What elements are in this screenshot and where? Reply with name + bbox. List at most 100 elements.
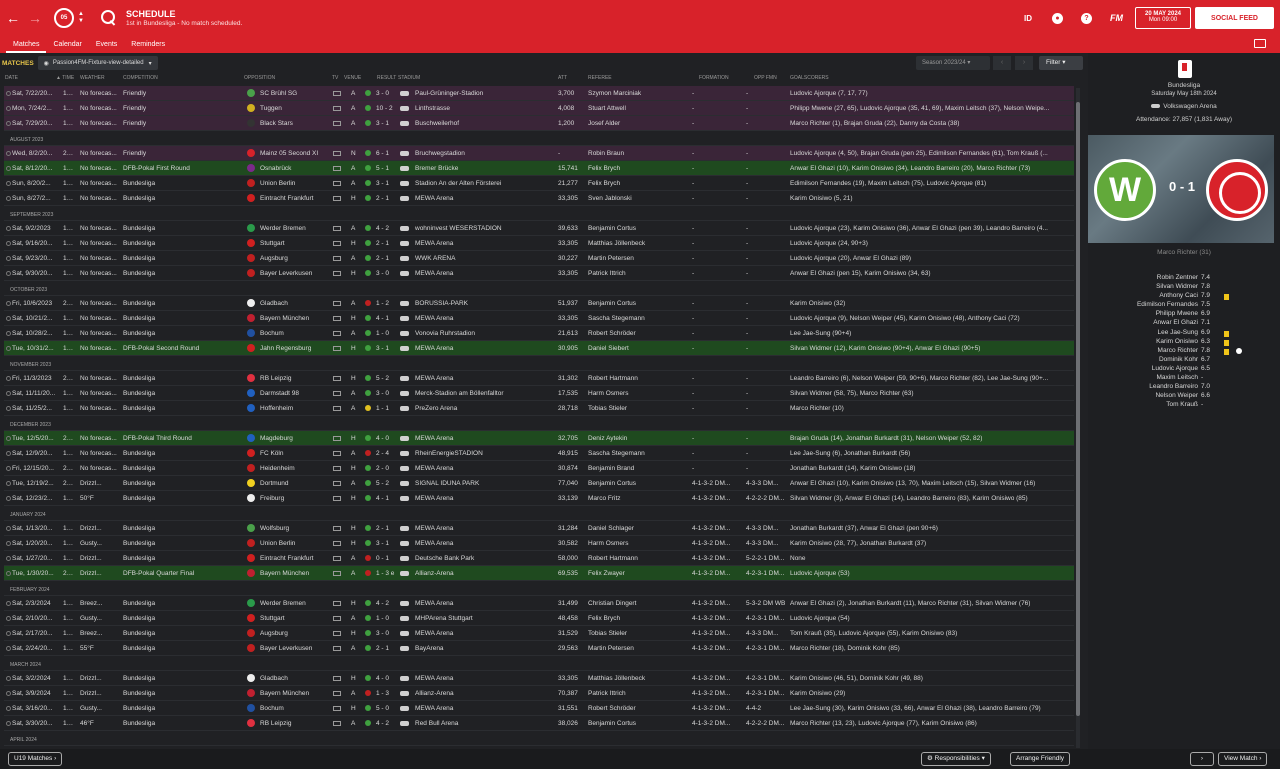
col-att[interactable]: ATT — [558, 75, 568, 81]
match-opponent[interactable]: FC Köln — [260, 450, 284, 457]
lineup-player-row[interactable]: Philipp Mwene 6.9 — [1110, 310, 1230, 319]
fixture-row[interactable]: Sat, 11/11/20...15:...No forecas...Bunde… — [4, 386, 1074, 401]
fixture-row[interactable]: Sat, 12/9/20...15:...No forecas...Bundes… — [4, 446, 1074, 461]
match-opponent[interactable]: Eintracht Frankfurt — [260, 555, 314, 562]
next-page-arrow-icon[interactable]: › — [1015, 56, 1033, 70]
match-opponent[interactable]: Eintracht Frankfurt — [260, 195, 314, 202]
match-opponent[interactable]: Hoffenheim — [260, 405, 294, 412]
col-venue[interactable]: VENUE — [344, 75, 362, 81]
fixture-row[interactable]: Wed, 8/2/20...20:...No forecas...Friendl… — [4, 146, 1074, 161]
match-opponent[interactable]: Wolfsburg — [260, 525, 290, 532]
fixture-row[interactable]: Sat, 3/2/202415:...Drizzl...BundesligaGl… — [4, 671, 1074, 686]
match-opponent[interactable]: RB Leipzig — [260, 720, 292, 727]
next-arrow-button[interactable]: › — [1190, 752, 1214, 766]
match-opponent[interactable]: Gladbach — [260, 675, 288, 682]
fixture-row[interactable]: Sat, 2/3/202415:...Breez...BundesligaWer… — [4, 596, 1074, 611]
fixture-row[interactable]: Tue, 12/19/2...20:...Drizzl...Bundesliga… — [4, 476, 1074, 491]
col-weather[interactable]: WEATHER — [80, 75, 105, 81]
match-opponent[interactable]: Dortmund — [260, 480, 289, 487]
tab-events[interactable]: Events — [95, 41, 118, 48]
match-opponent[interactable]: Stuttgart — [260, 615, 285, 622]
lineup-player-row[interactable]: Silvan Widmer 7.8 — [1110, 283, 1230, 292]
scrollbar-thumb[interactable] — [1076, 102, 1080, 716]
match-opponent[interactable]: SC Brühl SG — [260, 90, 298, 97]
lineup-player-row[interactable]: Robin Zentner 7.4 — [1110, 274, 1230, 283]
match-opponent[interactable]: Jahn Regensburg — [260, 345, 312, 352]
match-opponent[interactable]: Augsburg — [260, 630, 288, 637]
fixture-row[interactable]: Tue, 12/5/20...20:...No forecas...DFB-Po… — [4, 431, 1074, 446]
club-crest-icon[interactable]: 05 — [54, 8, 74, 28]
tab-reminders[interactable]: Reminders — [131, 41, 166, 48]
match-opponent[interactable]: Bochum — [260, 705, 284, 712]
fixture-row[interactable]: Sat, 1/13/20...15:...Drizzl...Bundesliga… — [4, 521, 1074, 536]
match-opponent[interactable]: Freiburg — [260, 495, 285, 502]
club-switch-chevrons-icon[interactable]: ▲ ▼ — [78, 11, 84, 24]
col-date[interactable]: DATE — [5, 75, 18, 81]
col-tv[interactable]: TV — [332, 75, 339, 81]
fixture-row[interactable]: Mon, 7/24/2...18:...No forecas...Friendl… — [4, 101, 1074, 116]
col-opposition[interactable]: OPPOSITION — [244, 75, 276, 81]
match-opponent[interactable]: Stuttgart — [260, 240, 285, 247]
match-banner[interactable]: W 0 - 1 — [1088, 135, 1274, 243]
social-feed-button[interactable]: SOCIAL FEED — [1195, 7, 1274, 29]
lineup-player-row[interactable]: Anwar El Ghazi 7.1 — [1110, 319, 1230, 328]
lineup-player-row[interactable]: Leandro Barreiro 7.0 — [1110, 383, 1230, 392]
match-opponent[interactable]: Mainz 05 Second XI — [260, 150, 319, 157]
fixture-row[interactable]: Sat, 10/28/2...15:...No forecas...Bundes… — [4, 326, 1074, 341]
match-opponent[interactable]: Bochum — [260, 330, 284, 337]
match-opponent[interactable]: Heidenheim — [260, 465, 295, 472]
season-selector[interactable]: Season 2023/24 ▾ — [916, 56, 990, 70]
fixture-row[interactable]: Sat, 1/27/20...15:...Drizzl...Bundesliga… — [4, 551, 1074, 566]
lineup-player-row[interactable]: Karim Onisiwo 6.3 — [1110, 338, 1230, 347]
continue-date-box[interactable]: 20 MAY 2024 Mon 09:00 — [1135, 7, 1191, 29]
col-referee[interactable]: REFEREE — [588, 75, 612, 81]
match-opponent[interactable]: Bayer Leverkusen — [260, 645, 313, 652]
fixture-row[interactable]: Sat, 2/17/20...15:...Breez...BundesligaA… — [4, 626, 1074, 641]
match-opponent[interactable]: Magdeburg — [260, 435, 293, 442]
fixture-row[interactable]: Sat, 2/10/20...15:...Gusty...BundesligaS… — [4, 611, 1074, 626]
col-goalscorers[interactable]: GOALSCORERS — [790, 75, 829, 81]
fixture-row[interactable]: Sun, 8/27/2...15:...No forecas...Bundesl… — [4, 191, 1074, 206]
lineup-player-row[interactable]: Dominik Kohr 6.7 — [1110, 356, 1230, 365]
col-stadium[interactable]: STADIUM — [398, 75, 421, 81]
lineup-player-row[interactable]: Maxim Leitsch - — [1110, 374, 1230, 383]
fixture-row[interactable]: Fri, 12/15/20...20:...No forecas...Bunde… — [4, 461, 1074, 476]
match-opponent[interactable]: Augsburg — [260, 255, 288, 262]
fixture-row[interactable]: Sun, 8/20/2...15:...No forecas...Bundesl… — [4, 176, 1074, 191]
filter-button[interactable]: Filter ▾ — [1039, 56, 1083, 70]
match-opponent[interactable]: Union Berlin — [260, 180, 296, 187]
col-competition[interactable]: COMPETITION — [123, 75, 158, 81]
lineup-player-row[interactable]: Marco Richter 7.8 — [1110, 347, 1242, 356]
match-opponent[interactable]: Black Stars — [260, 120, 293, 127]
lineup-player-row[interactable]: Lee Jae-Sung 6.9 — [1110, 329, 1230, 338]
match-opponent[interactable]: Bayern München — [260, 570, 310, 577]
match-opponent[interactable]: Werder Bremen — [260, 225, 306, 232]
fm-menu-button[interactable]: FM — [1110, 13, 1123, 23]
fixture-row[interactable]: Sat, 2/24/20...15:...55°FBundesligaBayer… — [4, 641, 1074, 656]
forward-arrow-icon[interactable]: → — [28, 10, 42, 26]
tab-matches[interactable]: Matches — [6, 38, 47, 53]
tab-calendar[interactable]: Calendar — [53, 41, 82, 48]
lineup-player-row[interactable]: Ludovic Ajorque 6.5 — [1110, 365, 1230, 374]
fixture-row[interactable]: Sat, 8/12/20...15:...No forecas...DFB-Po… — [4, 161, 1074, 176]
match-opponent[interactable]: Tuggen — [260, 105, 282, 112]
match-opponent[interactable]: Darmstadt 98 — [260, 390, 300, 397]
fixture-row[interactable]: Sat, 7/22/20...18:...No forecas...Friend… — [4, 86, 1074, 101]
lineup-player-row[interactable]: Tom Krauß - — [1110, 401, 1230, 410]
table-scrollbar[interactable] — [1076, 88, 1080, 748]
search-icon[interactable] — [100, 9, 118, 27]
view-match-button[interactable]: View Match › — [1218, 752, 1268, 766]
lineup-player-row[interactable]: Edimilson Fernandes 7.5 — [1110, 301, 1230, 310]
fixture-row[interactable]: Sat, 3/16/20...15:...Gusty...BundesligaB… — [4, 701, 1074, 716]
fixture-row[interactable]: Sat, 10/21/2...15:...No forecas...Bundes… — [4, 311, 1074, 326]
col-result[interactable]: RESULT — [377, 75, 397, 81]
fixture-row[interactable]: Sat, 12/23/2...15:...50°FBundesligaFreib… — [4, 491, 1074, 506]
fixture-row[interactable]: Tue, 10/31/2...18:...No forecas...DFB-Po… — [4, 341, 1074, 356]
match-opponent[interactable]: Osnabrück — [260, 165, 292, 172]
arrange-friendly-button[interactable]: Arrange Friendly — [1010, 752, 1071, 766]
match-opponent[interactable]: Gladbach — [260, 300, 288, 307]
col-opp-fmn[interactable]: OPP FMN — [754, 75, 777, 81]
match-opponent[interactable]: Werder Bremen — [260, 600, 306, 607]
match-opponent[interactable]: Bayern München — [260, 315, 310, 322]
